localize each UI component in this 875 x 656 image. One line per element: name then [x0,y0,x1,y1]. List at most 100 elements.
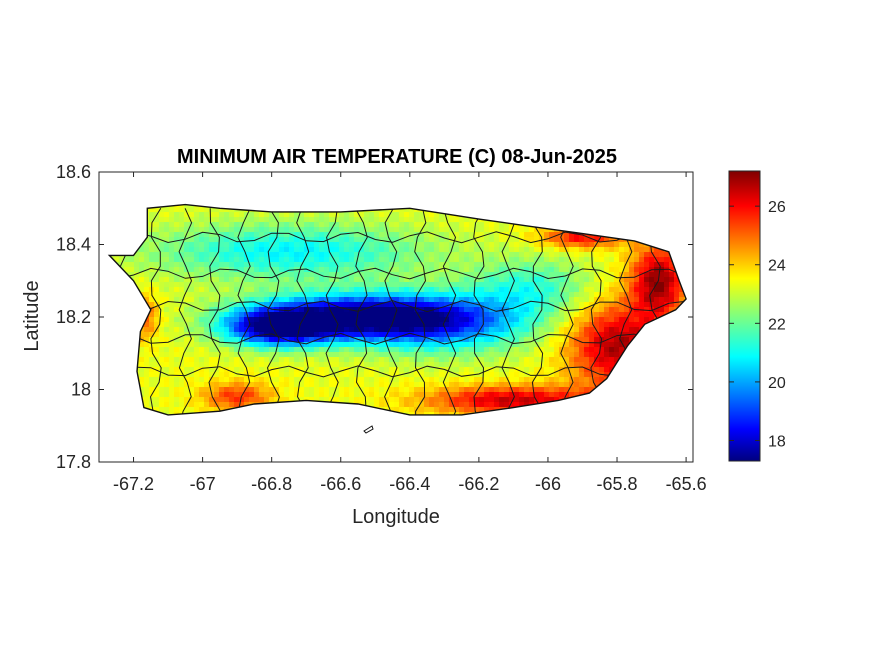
field-cell [184,292,190,298]
field-cell [389,292,395,298]
field-cell [344,357,350,363]
field-cell [444,227,450,233]
field-cell [434,282,440,288]
field-cell [254,242,260,248]
field-cell [154,297,160,303]
field-cell [474,277,480,283]
field-cell [479,287,485,293]
field-cell [394,267,400,273]
field-cell [369,352,375,358]
field-cell [404,297,410,303]
field-cell [364,362,370,368]
field-cell [214,357,220,363]
field-cell [489,242,495,248]
field-cell [244,352,250,358]
field-cell [289,332,295,338]
field-cell [239,252,245,258]
field-cell [484,282,490,288]
field-cell [384,367,390,373]
field-cell [174,342,180,348]
field-cell [349,212,355,218]
field-cell [309,297,315,303]
field-cell [399,307,405,313]
field-cell [319,212,325,218]
field-cell [314,367,320,373]
field-cell [384,327,390,333]
field-cell [154,387,160,393]
field-cell [419,332,425,338]
field-cell [154,312,160,318]
field-cell [474,402,480,408]
field-cell [434,242,440,248]
field-cell [294,357,300,363]
field-cell [429,302,435,308]
field-cell [399,212,405,218]
field-cell [279,332,285,338]
field-cell [314,232,320,238]
field-cell [339,387,345,393]
field-cell [259,372,265,378]
field-cell [394,372,400,378]
field-cell [494,262,500,268]
field-cell [324,242,330,248]
field-cell [484,367,490,373]
field-cell [409,257,415,263]
field-cell [319,262,325,268]
field-cell [139,372,145,378]
field-cell [399,397,405,403]
field-cell [399,257,405,263]
field-cell [264,342,270,348]
field-cell [489,392,495,398]
field-cell [144,287,150,293]
field-cell [164,212,170,218]
field-cell [334,397,340,403]
field-cell [514,262,520,268]
field-cell [479,312,485,318]
field-cell [294,282,300,288]
field-cell [144,382,150,388]
field-cell [409,402,415,408]
field-cell [219,327,225,333]
field-cell [344,252,350,258]
field-cell [294,322,300,328]
field-cell [149,332,155,338]
field-cell [164,262,170,268]
field-cell [334,252,340,258]
field-cell [274,237,280,243]
field-cell [524,262,530,268]
field-cell [154,402,160,408]
field-cell [259,382,265,388]
field-cell [149,357,155,363]
field-cell [419,392,425,398]
field-cell [339,377,345,383]
field-cell [364,262,370,268]
field-cell [374,332,380,338]
field-cell [294,367,300,373]
field-cell [204,407,210,413]
field-cell [149,212,155,218]
field-cell [304,262,310,268]
field-cell [234,387,240,393]
field-cell [164,352,170,358]
field-cell [304,282,310,288]
field-cell [509,282,515,288]
field-cell [449,347,455,353]
field-cell [329,247,335,253]
field-cell [249,357,255,363]
field-cell [159,217,165,223]
field-cell [259,297,265,303]
field-cell [439,227,445,233]
field-cell [344,292,350,298]
field-cell [209,252,215,258]
field-cell [414,357,420,363]
field-cell [139,332,145,338]
field-cell [379,227,385,233]
field-cell [379,252,385,258]
field-cell [204,247,210,253]
field-cell [194,252,200,258]
field-cell [439,397,445,403]
field-cell [289,337,295,343]
field-cell [434,317,440,323]
field-cell [229,222,235,228]
field-cell [219,277,225,283]
